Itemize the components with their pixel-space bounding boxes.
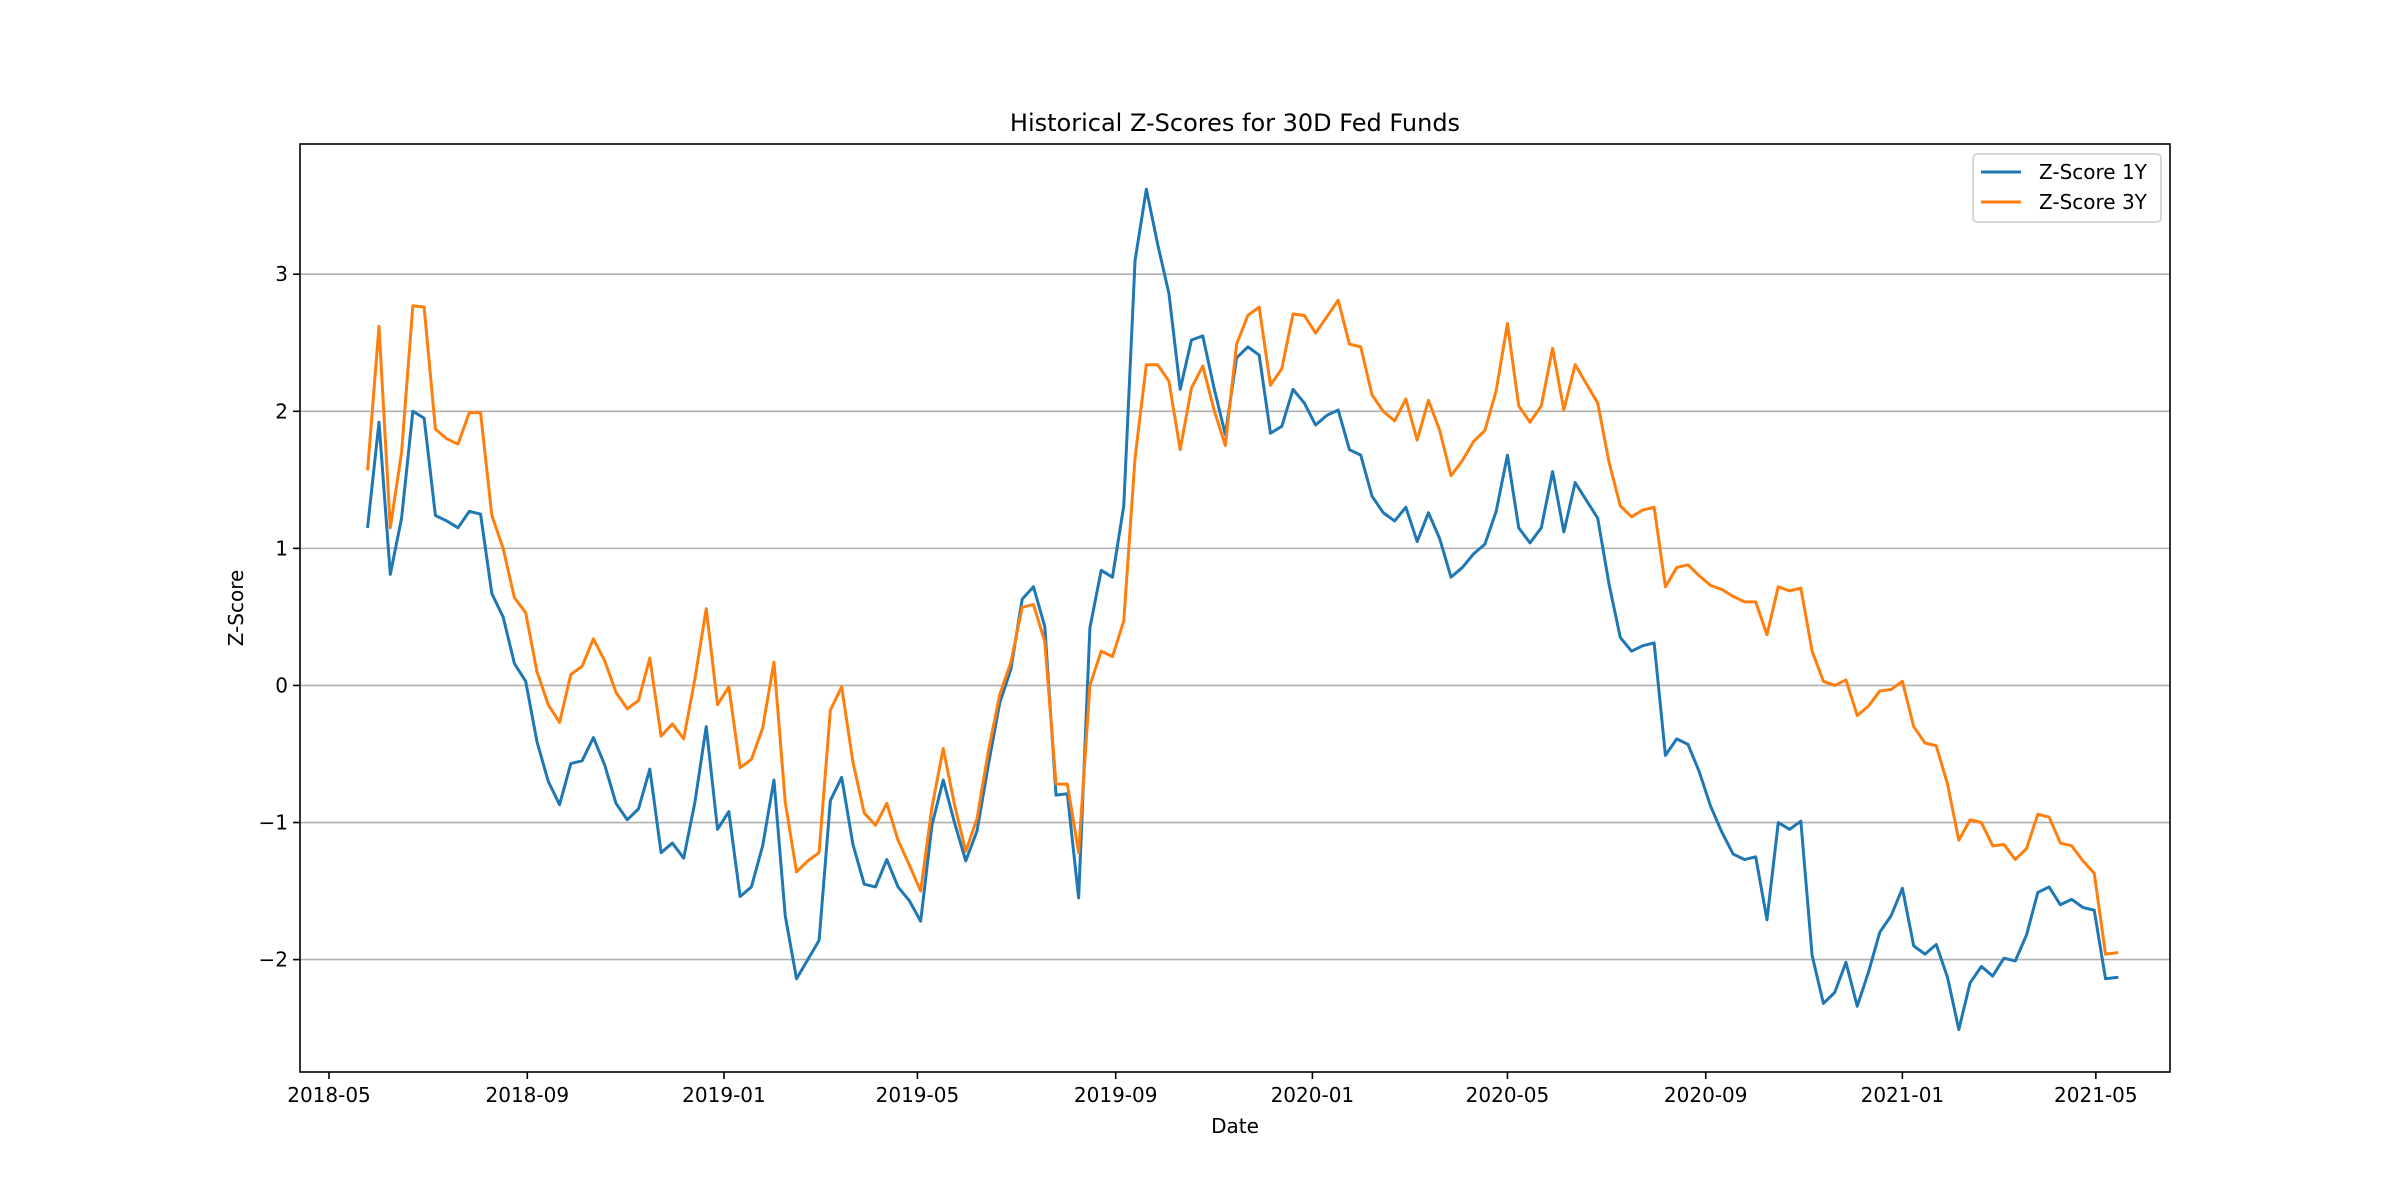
plot-area xyxy=(300,144,2170,1072)
x-tick-label: 2021-01 xyxy=(1861,1083,1945,1107)
x-tick-label: 2020-01 xyxy=(1271,1083,1355,1107)
legend: Z-Score 1Y Z-Score 3Y xyxy=(1972,153,2162,223)
y-tick-label: −1 xyxy=(259,811,288,835)
y-axis: −2 −1 0 1 2 3 xyxy=(259,262,300,972)
chart-title: Historical Z-Scores for 30D Fed Funds xyxy=(1010,109,1460,137)
grid-layer xyxy=(300,273,2170,961)
plot-frame xyxy=(299,143,2171,1073)
x-tick-label: 2020-09 xyxy=(1664,1083,1748,1107)
y-tick-label: 3 xyxy=(275,262,288,286)
x-tick-label: 2019-09 xyxy=(1074,1083,1158,1107)
legend-label-z-score-3y: Z-Score 3Y xyxy=(2039,190,2148,214)
x-tick-label: 2018-05 xyxy=(287,1083,371,1107)
y-tick-label: 2 xyxy=(275,399,288,423)
x-axis: 2018-05 2018-09 2019-01 2019-05 2019-09 2020-… xyxy=(287,1072,2138,1107)
series-line-z-score-3y xyxy=(366,298,2119,956)
x-tick-label: 2020-05 xyxy=(1466,1083,1550,1107)
x-tick-label: 2019-05 xyxy=(876,1083,960,1107)
x-tick-label: 2018-09 xyxy=(486,1083,570,1107)
y-tick-label: −2 xyxy=(259,948,288,972)
series-layer xyxy=(366,187,2119,1032)
y-tick-label: 0 xyxy=(275,673,288,697)
x-tick-label: 2019-01 xyxy=(682,1083,766,1107)
y-axis-label: Z-Score xyxy=(224,570,248,647)
legend-label-z-score-1y: Z-Score 1Y xyxy=(2039,160,2148,184)
x-axis-label: Date xyxy=(1211,1114,1259,1138)
x-tick-label: 2021-05 xyxy=(2054,1083,2138,1107)
series-line-z-score-1y xyxy=(366,187,2119,1032)
y-tick-label: 1 xyxy=(275,536,288,560)
